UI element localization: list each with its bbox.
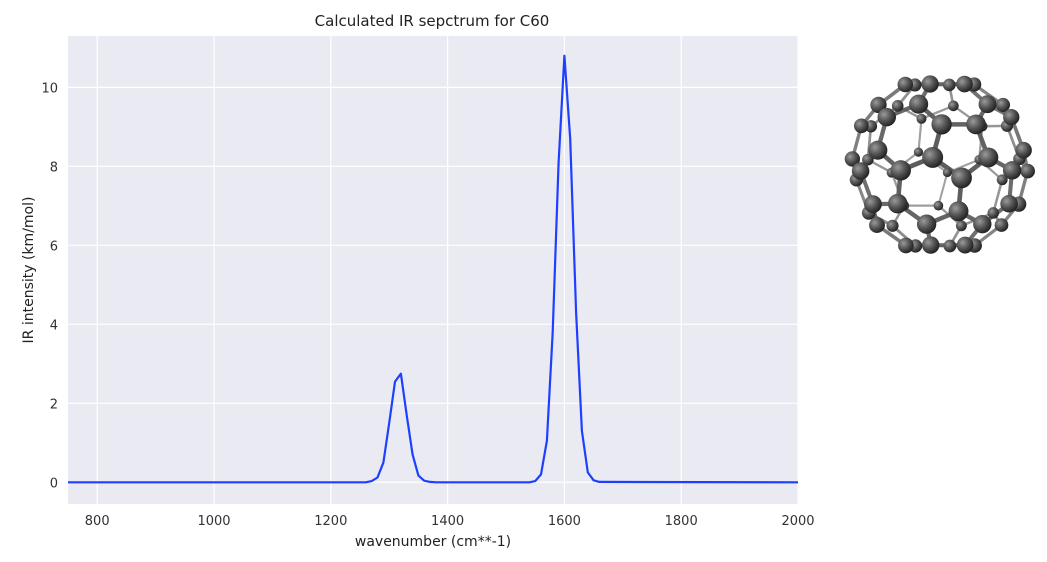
molecule-atom xyxy=(898,237,914,254)
x-tick-label: 800 xyxy=(85,514,110,529)
molecule-atom xyxy=(869,217,885,234)
y-gridlines xyxy=(68,86,798,483)
molecule-atom xyxy=(966,114,986,135)
molecule-atom xyxy=(948,100,959,112)
molecule-atom xyxy=(916,113,927,124)
y-tick-label: 8 xyxy=(50,160,58,175)
y-tick-label: 2 xyxy=(50,397,58,412)
molecule-bond xyxy=(921,104,954,120)
y-tick-label: 0 xyxy=(50,476,58,491)
molecule-atom xyxy=(1002,161,1022,180)
x-tick-label: 1000 xyxy=(197,514,230,529)
molecule-atom xyxy=(978,147,999,168)
molecule-atom xyxy=(1015,141,1032,159)
x-tick-label: 2000 xyxy=(781,514,814,529)
molecule-atom xyxy=(1020,163,1035,179)
molecule-atom xyxy=(921,236,940,254)
molecule-bond xyxy=(917,118,923,153)
molecule-atom xyxy=(851,162,870,180)
molecule-atom xyxy=(994,218,1009,232)
x-tick-label: 1600 xyxy=(548,514,581,529)
molecule-atom xyxy=(886,219,899,232)
molecule-atom xyxy=(996,174,1008,186)
molecule-atom xyxy=(887,193,908,214)
x-tick-label: 1400 xyxy=(431,514,464,529)
x-tick-labels: 800 1000 1200 1400 1600 1800 2000 xyxy=(85,514,815,529)
molecule-atom xyxy=(862,153,874,166)
molecule-atom xyxy=(916,214,937,234)
chart-title: Calculated IR sepctrum for C60 xyxy=(315,12,550,30)
molecule-atom xyxy=(868,140,888,160)
molecule-atom xyxy=(1000,194,1018,213)
molecule-atom xyxy=(897,76,914,93)
molecule-atom xyxy=(909,94,929,114)
molecule-atom xyxy=(913,147,924,157)
molecule-atom xyxy=(921,75,939,93)
molecule-atom xyxy=(956,236,974,254)
y-tick-label: 10 xyxy=(41,81,58,96)
molecule-atom xyxy=(891,100,904,112)
molecule-atom xyxy=(1003,108,1020,126)
molecule-atom xyxy=(973,214,992,234)
series-layer xyxy=(68,54,799,484)
spectrum-line xyxy=(68,54,799,484)
molecule-atom xyxy=(890,160,911,181)
x-tick-label: 1800 xyxy=(665,514,698,529)
y-tick-label: 4 xyxy=(50,318,58,333)
x-axis-label: wavenumber (cm**-1) xyxy=(355,534,511,550)
molecule-atom xyxy=(942,168,952,178)
molecule-atom xyxy=(948,201,969,222)
plot-area xyxy=(68,36,798,504)
molecule-atom xyxy=(951,167,972,189)
molecule-atom xyxy=(844,151,861,167)
molecule-atom xyxy=(978,95,997,114)
molecule-atom xyxy=(877,107,896,127)
molecule-atom xyxy=(864,195,882,214)
c60-molecule-illustration xyxy=(844,75,1035,254)
x-gridlines xyxy=(96,36,799,504)
molecule-atom xyxy=(995,97,1011,112)
molecule-atom xyxy=(922,146,944,168)
molecule-atom xyxy=(931,114,952,135)
y-axis-label: IR intensity (km/mol) xyxy=(21,197,37,344)
molecule-atom xyxy=(987,207,1000,219)
molecule-atom xyxy=(943,239,957,253)
molecule-atom xyxy=(943,78,956,92)
molecule-atom xyxy=(853,118,869,134)
molecule-atoms xyxy=(844,75,1035,254)
y-tick-labels: 0 2 4 6 8 10 xyxy=(41,81,58,491)
molecule-bond xyxy=(937,172,949,206)
x-tick-label: 1200 xyxy=(314,514,347,529)
molecule-atom xyxy=(956,75,973,93)
y-tick-label: 6 xyxy=(50,239,58,254)
molecule-atom xyxy=(955,220,967,232)
molecule-atom xyxy=(933,200,944,211)
